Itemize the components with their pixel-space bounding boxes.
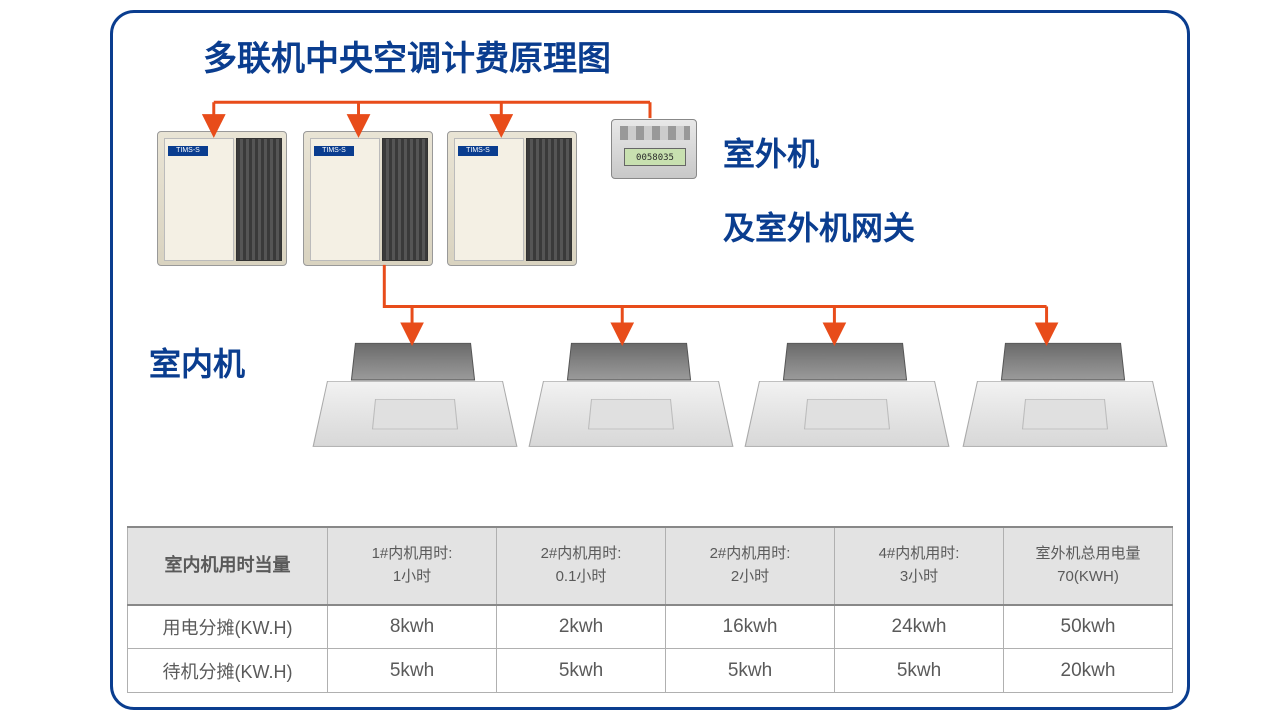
indoor-unit-1 [327,341,503,471]
table-header-1: 1#内机用时:1小时 [328,527,497,605]
indoor-unit-3 [759,341,935,471]
indoor-unit-2 [543,341,719,471]
cell: 2kwh [497,605,666,649]
indoor-unit-4 [977,341,1153,471]
table-header-3: 2#内机用时:2小时 [666,527,835,605]
diagram-frame: 多联机中央空调计费原理图 室外机 及室外机网关 室内机 TIMS-S TIMS-… [110,10,1190,710]
cell: 8kwh [328,605,497,649]
table-header-2: 2#内机用时:0.1小时 [497,527,666,605]
cell: 5kwh [666,649,835,693]
table-header-row: 室内机用时当量 1#内机用时:1小时 2#内机用时:0.1小时 2#内机用时:2… [128,527,1173,605]
cell: 5kwh [497,649,666,693]
table-header-5: 室外机总用电量70(KWH) [1004,527,1173,605]
table-row: 用电分摊(KW.H) 8kwh 2kwh 16kwh 24kwh 50kwh [128,605,1173,649]
allocation-table: 室内机用时当量 1#内机用时:1小时 2#内机用时:0.1小时 2#内机用时:2… [127,526,1173,694]
outdoor-unit-3: TIMS-S [447,131,577,266]
table-header-0: 室内机用时当量 [128,527,328,605]
cell: 5kwh [835,649,1004,693]
label-indoor-unit: 室内机 [149,339,245,385]
outdoor-unit-2: TIMS-S [303,131,433,266]
power-meter: 0058035 [611,119,697,179]
cell: 5kwh [328,649,497,693]
row-label: 用电分摊(KW.H) [128,605,328,649]
cell: 16kwh [666,605,835,649]
cell: 20kwh [1004,649,1173,693]
diagram-title: 多联机中央空调计费原理图 [203,31,611,80]
cell: 24kwh [835,605,1004,649]
cell: 50kwh [1004,605,1173,649]
label-outdoor-unit: 室外机 [723,129,819,175]
table-header-4: 4#内机用时:3小时 [835,527,1004,605]
row-label: 待机分摊(KW.H) [128,649,328,693]
meter-lcd: 0058035 [624,148,686,166]
outdoor-unit-1: TIMS-S [157,131,287,266]
label-outdoor-gateway: 及室外机网关 [723,203,915,249]
table-row: 待机分摊(KW.H) 5kwh 5kwh 5kwh 5kwh 20kwh [128,649,1173,693]
